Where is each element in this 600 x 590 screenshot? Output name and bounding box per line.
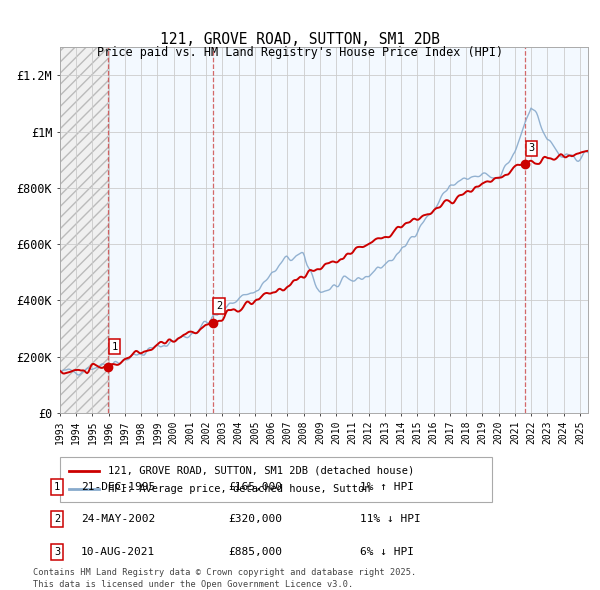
Text: 2: 2 <box>216 301 222 311</box>
Text: £885,000: £885,000 <box>228 547 282 556</box>
Text: 6% ↓ HPI: 6% ↓ HPI <box>360 547 414 556</box>
Bar <box>60 47 108 413</box>
Bar <box>108 47 588 413</box>
Text: 21-DEC-1995: 21-DEC-1995 <box>81 482 155 491</box>
Text: 11% ↓ HPI: 11% ↓ HPI <box>360 514 421 524</box>
Text: 1: 1 <box>112 342 118 352</box>
Text: 1% ↑ HPI: 1% ↑ HPI <box>360 482 414 491</box>
Text: £165,000: £165,000 <box>228 482 282 491</box>
Text: £320,000: £320,000 <box>228 514 282 524</box>
Text: 121, GROVE ROAD, SUTTON, SM1 2DB (detached house): 121, GROVE ROAD, SUTTON, SM1 2DB (detach… <box>107 466 414 476</box>
Text: HPI: Average price, detached house, Sutton: HPI: Average price, detached house, Sutt… <box>107 484 370 494</box>
Text: 10-AUG-2021: 10-AUG-2021 <box>81 547 155 556</box>
Text: Price paid vs. HM Land Registry's House Price Index (HPI): Price paid vs. HM Land Registry's House … <box>97 46 503 59</box>
Text: 3: 3 <box>528 143 535 153</box>
Bar <box>60 47 108 413</box>
Text: Contains HM Land Registry data © Crown copyright and database right 2025.
This d: Contains HM Land Registry data © Crown c… <box>33 568 416 589</box>
Text: 121, GROVE ROAD, SUTTON, SM1 2DB: 121, GROVE ROAD, SUTTON, SM1 2DB <box>160 32 440 47</box>
Text: 3: 3 <box>54 547 60 556</box>
Text: 24-MAY-2002: 24-MAY-2002 <box>81 514 155 524</box>
Text: 1: 1 <box>54 482 60 491</box>
Text: 2: 2 <box>54 514 60 524</box>
